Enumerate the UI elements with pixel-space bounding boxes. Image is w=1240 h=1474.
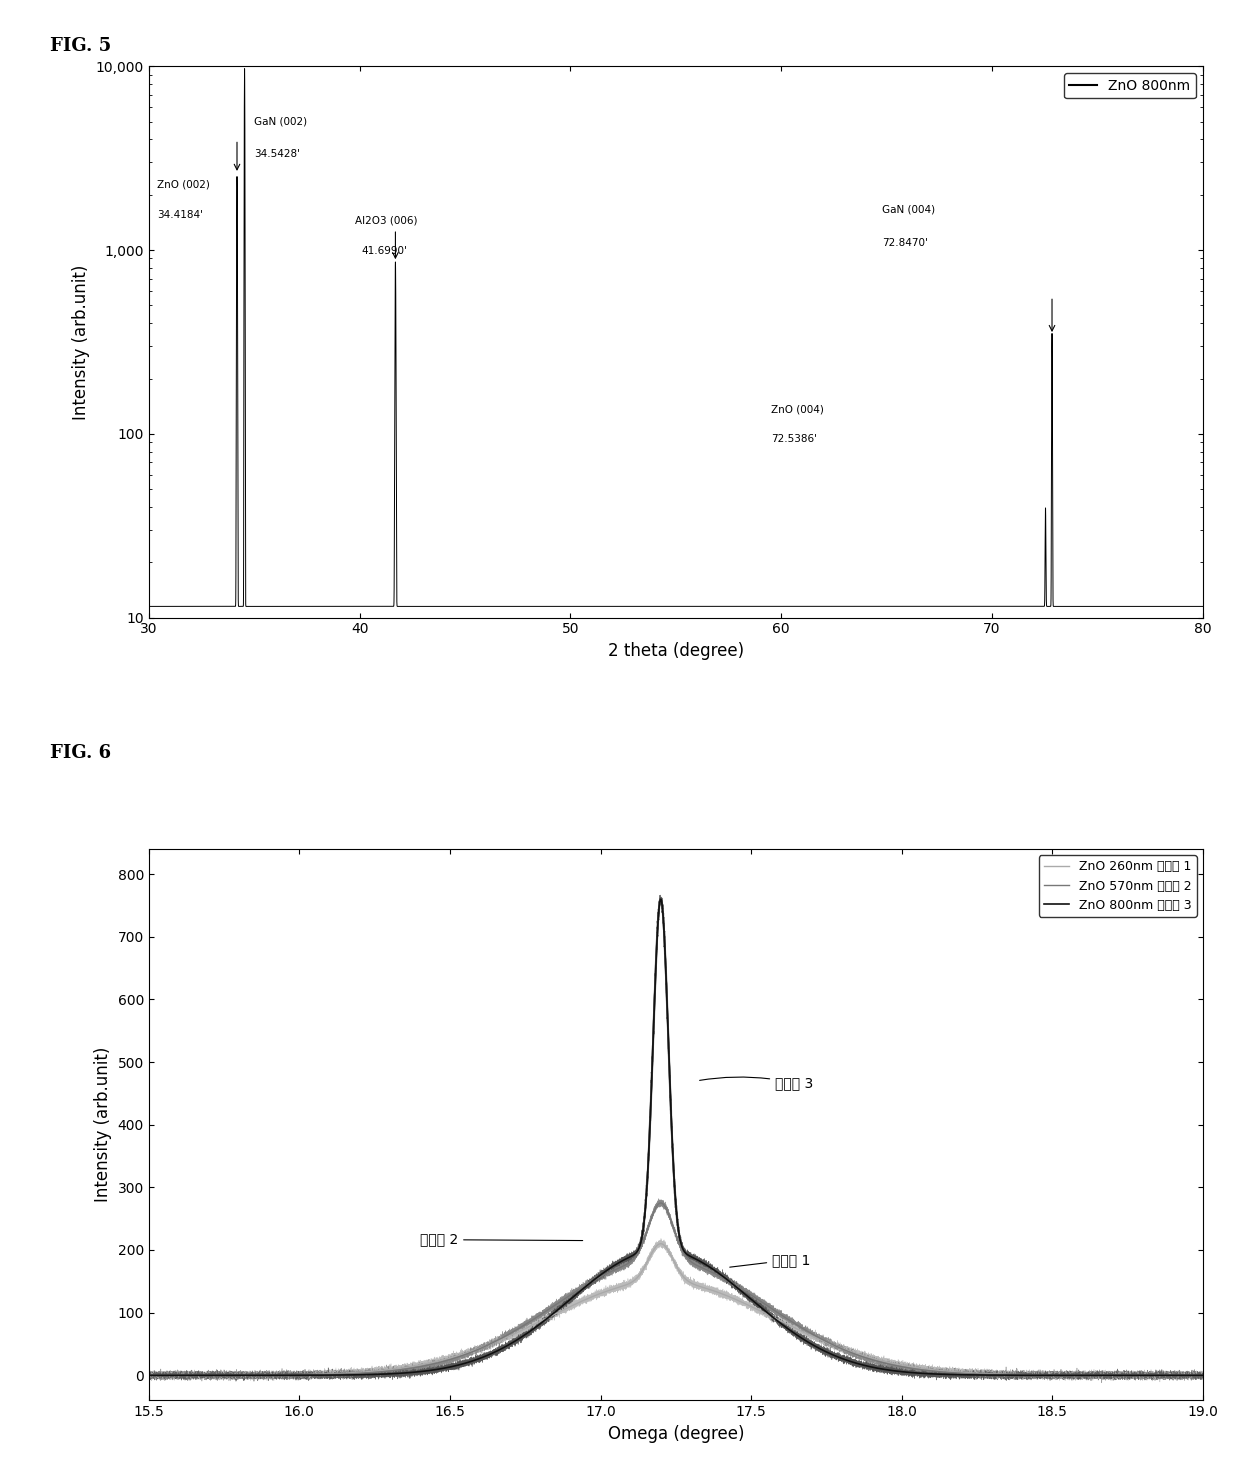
ZnO 260nm 실시예 1: [923, 1361, 937, 1378]
Line: ZnO 570nm 실시예 2: ZnO 570nm 실시예 2: [149, 1203, 1203, 1375]
ZnO 570nm 실시예 2: [1195, 1366, 1210, 1384]
ZnO 570nm 실시예 2: [980, 1365, 994, 1383]
ZnO 800nm 실시예 3: [653, 890, 668, 908]
ZnO 800nm 실시예 3: [141, 1366, 156, 1384]
Y-axis label: Intensity (arb.unit): Intensity (arb.unit): [72, 264, 91, 420]
ZnO 800nm 실시예 3: [980, 1366, 994, 1384]
ZnO 800nm 실시예 3: [811, 1340, 826, 1358]
Text: 34.4184': 34.4184': [157, 209, 203, 220]
X-axis label: Omega (degree): Omega (degree): [608, 1425, 744, 1443]
Text: 실시예 1: 실시예 1: [730, 1253, 811, 1268]
ZnO 570nm 실시예 2: [765, 1300, 780, 1318]
ZnO 260nm 실시예 1: [523, 1318, 538, 1335]
Text: FIG. 5: FIG. 5: [50, 37, 110, 55]
ZnO 570nm 실시예 2: [141, 1366, 156, 1384]
ZnO 800nm 실시예 3: [1195, 1366, 1210, 1384]
ZnO 800nm 실시예 3: [923, 1365, 937, 1383]
Text: GaN (002): GaN (002): [254, 116, 308, 127]
ZnO 800nm 실시예 3: [765, 1309, 780, 1327]
X-axis label: 2 theta (degree): 2 theta (degree): [608, 643, 744, 660]
ZnO 570nm 실시예 2: [653, 1194, 668, 1212]
ZnO 260nm 실시예 1: [980, 1365, 994, 1383]
Text: ZnO (002): ZnO (002): [157, 180, 210, 189]
Text: 72.5386': 72.5386': [771, 435, 817, 444]
ZnO 260nm 실시예 1: [811, 1330, 826, 1347]
Line: ZnO 260nm 실시예 1: ZnO 260nm 실시예 1: [149, 1244, 1203, 1375]
Text: Al2O3 (006): Al2O3 (006): [356, 215, 418, 226]
Text: 실시예 3: 실시예 3: [699, 1076, 813, 1091]
ZnO 570nm 실시예 2: [523, 1312, 538, 1330]
ZnO 260nm 실시예 1: [141, 1366, 156, 1384]
ZnO 260nm 실시예 1: [653, 1235, 668, 1253]
ZnO 260nm 실시예 1: [1195, 1366, 1210, 1384]
Y-axis label: Intensity (arb.unit): Intensity (arb.unit): [94, 1047, 112, 1203]
ZnO 570nm 실시예 2: [923, 1362, 937, 1380]
Line: ZnO 800nm 실시예 3: ZnO 800nm 실시예 3: [149, 899, 1203, 1375]
ZnO 260nm 실시예 1: [765, 1307, 780, 1325]
Legend: ZnO 260nm 실시예 1, ZnO 570nm 실시예 2, ZnO 800nm 실시예 3: ZnO 260nm 실시예 1, ZnO 570nm 실시예 2, ZnO 80…: [1039, 855, 1197, 917]
Text: ZnO (004): ZnO (004): [771, 405, 823, 414]
ZnO 800nm 실시예 3: [523, 1322, 538, 1340]
Text: 41.6990': 41.6990': [362, 246, 408, 256]
Text: FIG. 6: FIG. 6: [50, 744, 110, 762]
ZnO 570nm 실시예 2: [811, 1328, 826, 1346]
ZnO 260nm 실시예 1: [195, 1366, 210, 1384]
Text: 34.5428': 34.5428': [254, 149, 300, 159]
Text: 72.8470': 72.8470': [883, 239, 929, 248]
Legend: ZnO 800nm: ZnO 800nm: [1064, 74, 1195, 99]
ZnO 570nm 실시예 2: [195, 1366, 210, 1384]
ZnO 800nm 실시예 3: [195, 1366, 210, 1384]
Text: 실시예 2: 실시예 2: [420, 1232, 583, 1247]
Text: GaN (004): GaN (004): [883, 205, 935, 215]
